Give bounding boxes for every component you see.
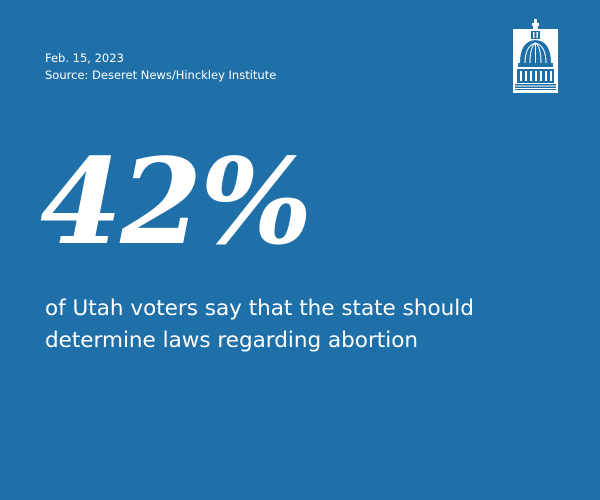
capitol-dome-icon xyxy=(513,19,558,93)
date-label: Feb. 15, 2023 xyxy=(45,51,124,65)
stat-statement: of Utah voters say that the state should… xyxy=(45,296,474,353)
source-label: Source: Deseret News/Hinckley Institute xyxy=(45,68,277,82)
meta-info: Feb. 15, 2023 Source: Deseret News/Hinck… xyxy=(45,50,276,84)
stat-value: 42% xyxy=(40,132,312,271)
